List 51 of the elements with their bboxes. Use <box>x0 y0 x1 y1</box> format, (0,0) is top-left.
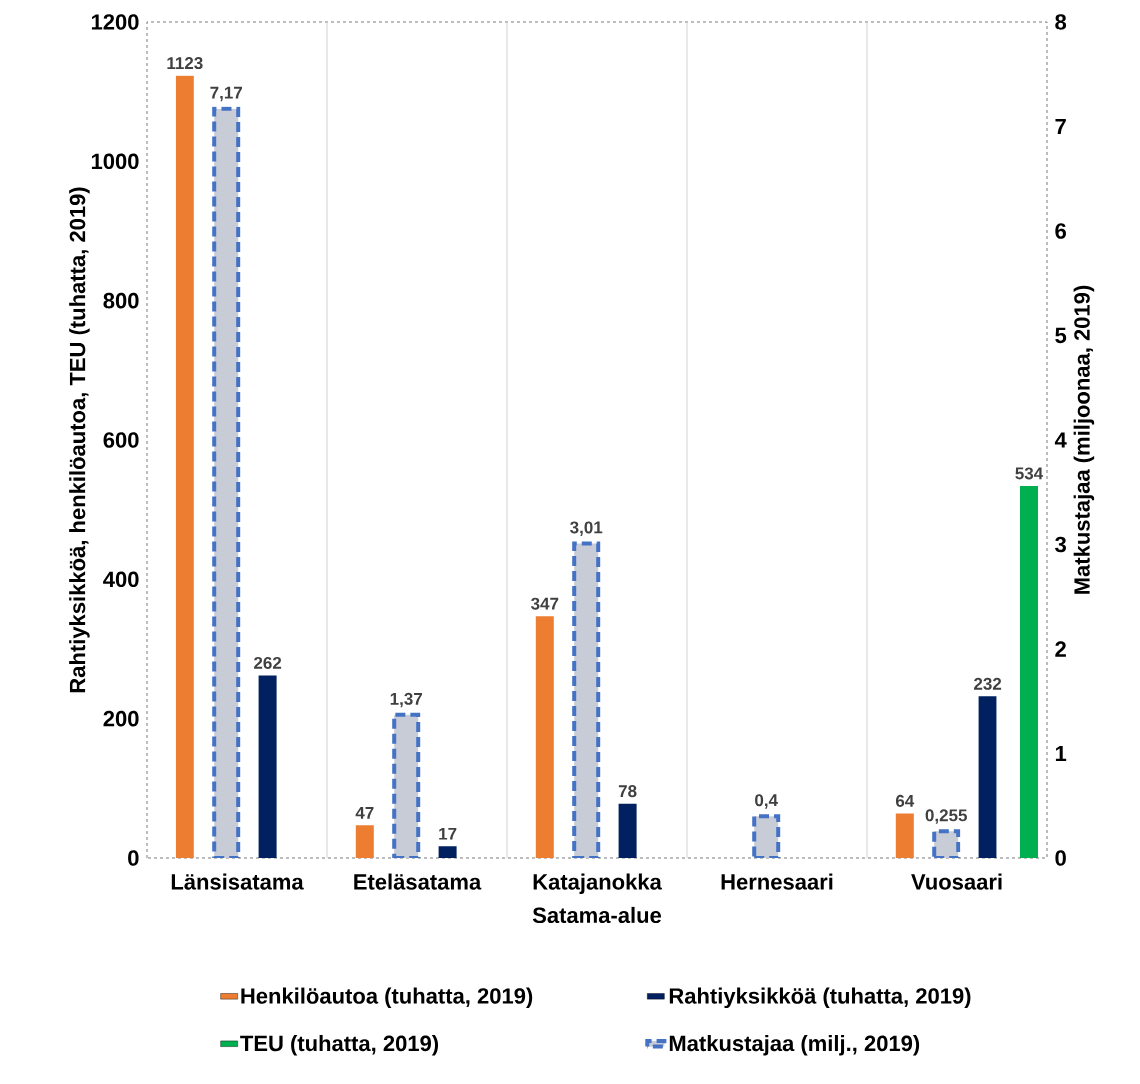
legend-label: Matkustajaa (milj., 2019) <box>669 1035 920 1056</box>
data-label: 232 <box>974 677 1002 690</box>
legend-label: Henkilöautoa (tuhatta, 2019) <box>241 987 533 1009</box>
y2-tick-label: 5 <box>1055 327 1067 344</box>
legend-label: TEU (tuhatta, 2019) <box>240 1035 439 1056</box>
legend-label: Rahtiyksikköä (tuhatta, 2019) <box>669 987 971 1009</box>
y2-tick-label: 8 <box>1055 14 1067 30</box>
bar <box>175 75 194 858</box>
bar <box>1020 485 1039 858</box>
data-label: 347 <box>531 597 559 610</box>
y-axis-title: Rahtiyksikköä, henkilöautoa, TEU (tuhatta, 2019) <box>69 187 90 693</box>
data-label: 47 <box>355 807 374 819</box>
x-tick-label: Länsisatama <box>171 873 304 890</box>
y2-axis-title: Matkustajaa (miljoonaa, 2019) <box>1073 285 1095 594</box>
x-tick-label: Vuosaari <box>911 873 1002 890</box>
bar <box>895 813 914 858</box>
data-label: 1123 <box>167 57 203 70</box>
data-label: 0,4 <box>755 794 778 809</box>
y-tick-label: 200 <box>103 710 139 727</box>
y2-tick-label: 1 <box>1055 745 1067 762</box>
y-tick-label: 600 <box>103 432 139 448</box>
bar <box>978 696 997 858</box>
data-label: 78 <box>618 785 637 798</box>
data-label: 64 <box>895 794 915 807</box>
data-label: 7,17 <box>210 86 242 102</box>
x-tick-label: Hernesaari <box>721 873 833 890</box>
y2-tick-label: 0 <box>1055 850 1066 866</box>
y-tick-label: 400 <box>103 571 139 588</box>
data-label: 262 <box>254 656 282 669</box>
y-tick-label: 0 <box>128 850 139 866</box>
x-axis-title: Satama-alue <box>532 906 662 924</box>
x-tick-label: Eteläsatama <box>354 873 482 890</box>
data-label: 1,37 <box>390 692 422 708</box>
y-tick-label: 800 <box>103 292 139 309</box>
y-tick-label: 1000 <box>91 153 139 170</box>
bar <box>618 803 637 858</box>
bar <box>535 616 554 858</box>
y2-tick-label: 2 <box>1055 641 1066 657</box>
y-tick-label: 1200 <box>91 14 139 30</box>
y2-tick-label: 3 <box>1055 536 1066 553</box>
bar <box>355 825 374 858</box>
data-label: 17 <box>439 827 457 840</box>
bar <box>258 675 277 858</box>
data-label: 0,255 <box>925 809 968 824</box>
y2-tick-label: 6 <box>1055 223 1066 239</box>
bar <box>438 846 457 858</box>
y2-tick-label: 7 <box>1055 118 1066 135</box>
y2-tick-label: 4 <box>1054 432 1067 448</box>
x-tick-label: Katajanokka <box>533 873 662 895</box>
data-label: 534 <box>1015 467 1044 480</box>
data-label: 3,01 <box>570 521 603 536</box>
